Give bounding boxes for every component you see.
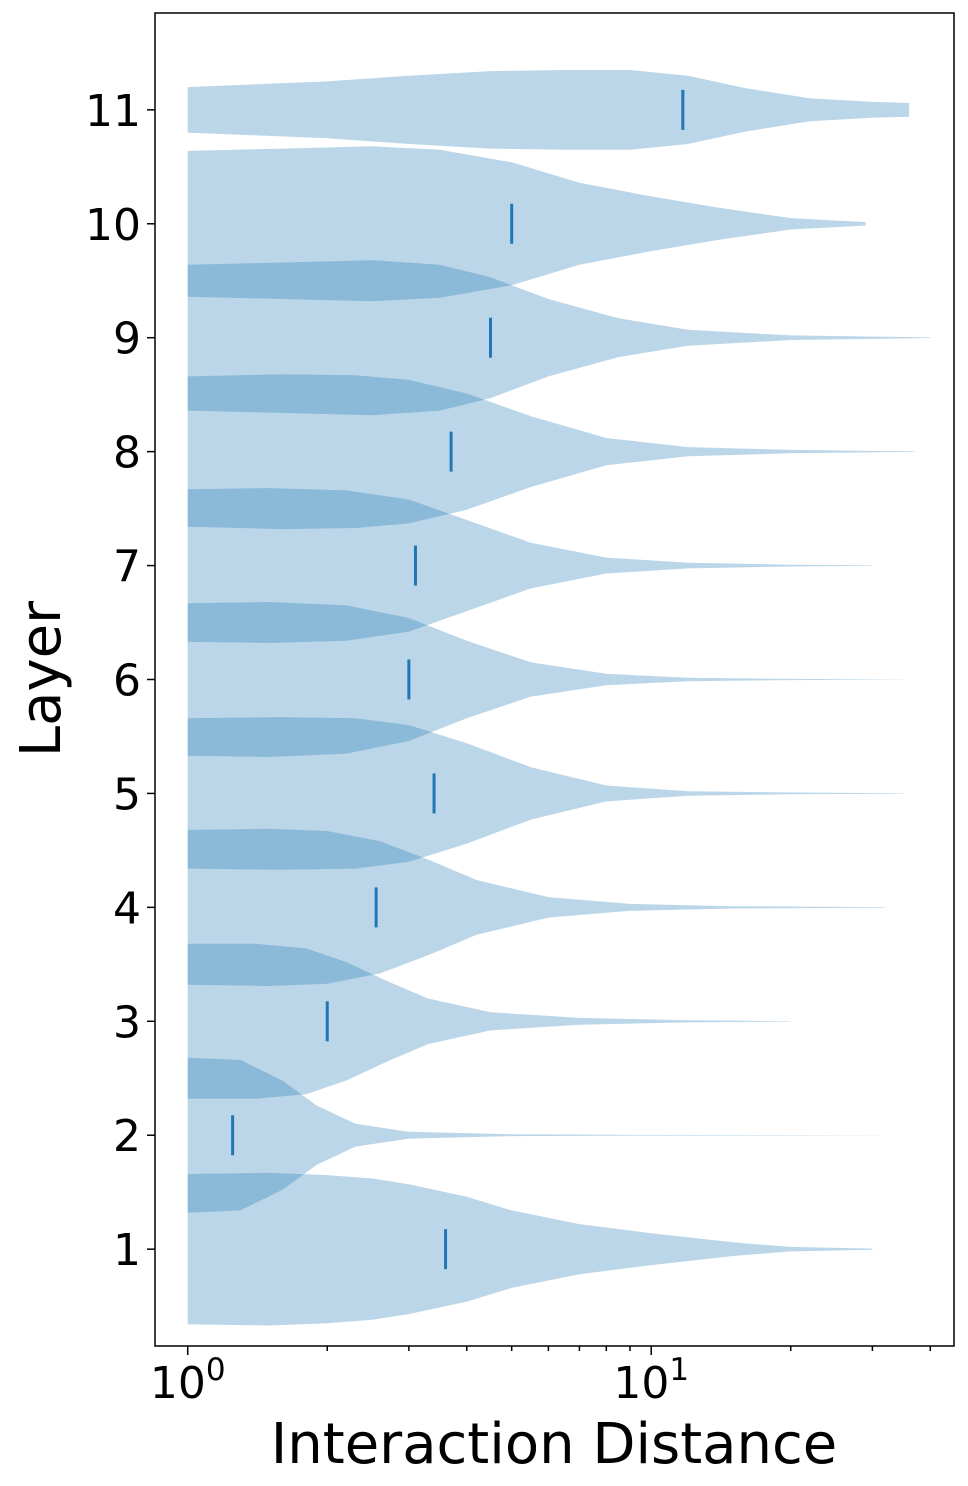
y-tick-label: 11 [85, 86, 141, 137]
violin-layer-7 [187, 488, 873, 643]
violin-layer-3 [187, 943, 791, 1099]
x-axis-title: Interaction Distance [271, 1412, 837, 1477]
violin-layer-5 [187, 717, 904, 870]
violin-layer-11 [187, 70, 910, 150]
x-tick-label: 101 [613, 1352, 689, 1409]
y-tick-label: 10 [85, 200, 141, 251]
violin-layer-8 [187, 374, 915, 530]
x-tick-label: 100 [150, 1352, 226, 1409]
violin-layer-6 [187, 602, 904, 757]
y-tick-label: 1 [113, 1225, 141, 1276]
violins-group [187, 70, 931, 1326]
y-tick-label: 9 [113, 314, 141, 365]
y-tick-label: 8 [113, 428, 141, 479]
y-tick-label: 7 [113, 542, 141, 593]
y-axis-title: Layer [9, 600, 74, 757]
x-axis: 100 101 [150, 1346, 932, 1409]
y-tick-label: 5 [113, 769, 141, 820]
violin-layer-9 [187, 260, 931, 416]
y-axis: 1 2 3 4 5 6 7 8 9 10 11 [85, 86, 155, 1276]
violin-layer-4 [187, 828, 886, 986]
y-tick-label: 6 [113, 656, 141, 707]
y-tick-label: 4 [113, 883, 141, 934]
y-tick-label: 2 [113, 1111, 141, 1162]
violin-layer-2 [187, 1057, 879, 1213]
violin-layer-10 [187, 146, 866, 302]
medians-group [231, 89, 685, 1270]
violin-layer-1 [187, 1172, 873, 1326]
y-tick-label: 3 [113, 997, 141, 1048]
